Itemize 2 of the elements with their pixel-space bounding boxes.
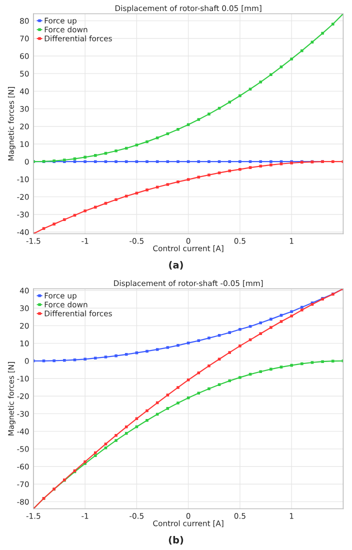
text: (a) [169,261,183,270]
text: (b) [168,536,184,545]
